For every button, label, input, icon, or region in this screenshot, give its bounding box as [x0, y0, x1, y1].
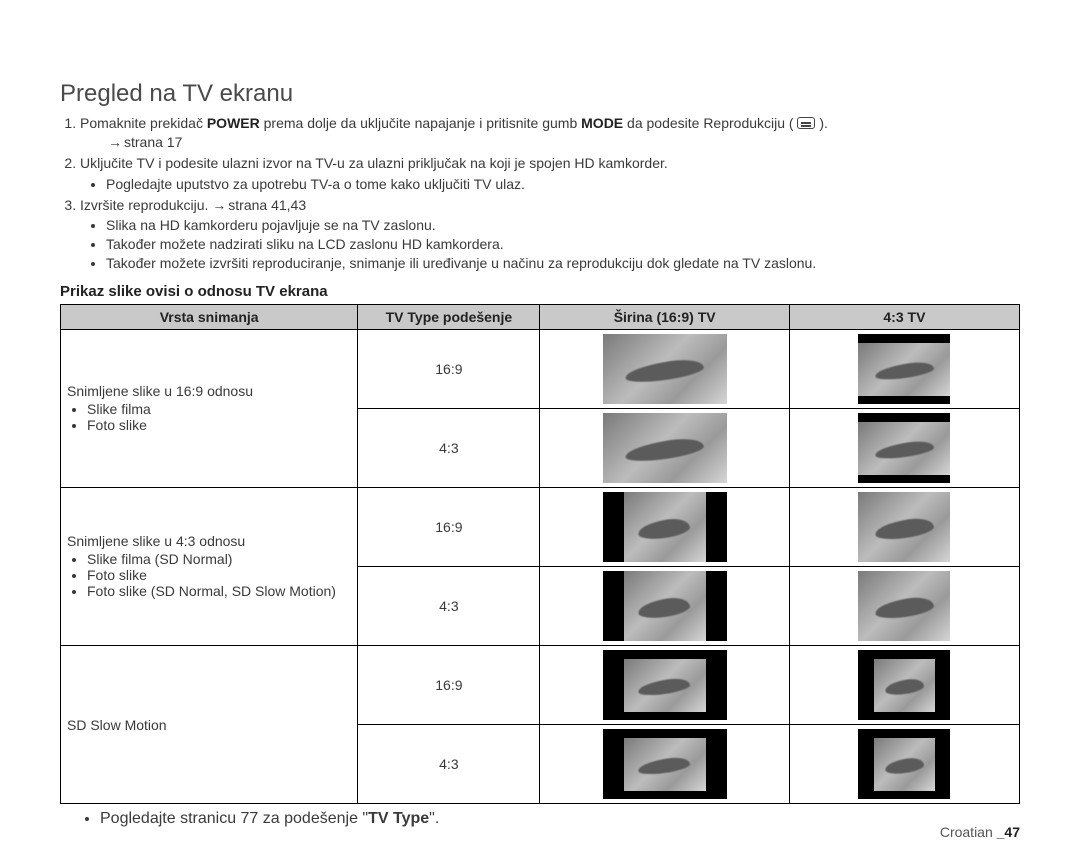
dolphin-image-icon	[858, 571, 950, 641]
thumb-frame-43	[858, 571, 950, 641]
footnote-bold: TV Type	[368, 810, 429, 827]
table-header-row: Vrsta snimanja TV Type podešenje Širina …	[61, 305, 1020, 330]
step-1: Pomaknite prekidač POWER prema dolje da …	[80, 114, 1020, 152]
dolphin-image-icon	[603, 413, 727, 483]
cell-thumb	[789, 725, 1019, 804]
thumb-frame-43	[858, 650, 950, 720]
table-row: Snimljene slike u 4:3 odnosu Slike filma…	[61, 488, 1020, 567]
cell-thumb	[540, 725, 789, 804]
page-footer: Croatian _47	[940, 824, 1020, 840]
cell-a-b2: Foto slike	[87, 417, 351, 433]
step-3-sub-2: Također možete nadzirati sliku na LCD za…	[106, 235, 1020, 254]
cell-thumb	[789, 646, 1019, 725]
page-title: Pregled na TV ekranu	[60, 80, 1020, 108]
table-caption: Prikaz slike ovisi o odnosu TV ekrana	[60, 283, 1020, 300]
cell-tvtype: 16:9	[358, 646, 540, 725]
cell-b-b1: Slike filma (SD Normal)	[87, 551, 351, 567]
cell-tvtype: 4:3	[358, 567, 540, 646]
step-3-pageref: strana 41,43	[228, 197, 306, 213]
dolphin-image-icon	[874, 659, 935, 712]
playback-mode-icon	[797, 117, 815, 129]
dolphin-image-icon	[624, 571, 706, 641]
cell-a-b1: Slike filma	[87, 401, 351, 417]
dolphin-image-icon	[858, 343, 950, 396]
table-row: SD Slow Motion 16:9	[61, 646, 1020, 725]
footer-page-number: _47	[997, 824, 1020, 840]
step-1-pageref-line: strana 17	[80, 133, 1020, 152]
label-power: POWER	[207, 115, 260, 131]
step-2: Uključite TV i podesite ulazni izvor na …	[80, 154, 1020, 194]
cell-recording-sdslow: SD Slow Motion	[61, 646, 358, 804]
cell-thumb	[789, 330, 1019, 409]
arrow-icon	[108, 134, 124, 150]
step-1-text-c: da podesite Reprodukciju (	[623, 115, 797, 131]
step-3-sub-1: Slika na HD kamkorderu pojavljuje se na …	[106, 216, 1020, 235]
footer-language: Croatian	[940, 824, 997, 840]
cell-tvtype: 4:3	[358, 409, 540, 488]
thumb-frame-wide	[603, 729, 727, 799]
cell-list-a: Slike filma Foto slike	[67, 401, 351, 433]
aspect-ratio-table: Vrsta snimanja TV Type podešenje Širina …	[60, 304, 1020, 804]
thumb-frame-wide	[603, 492, 727, 562]
cell-tvtype: 16:9	[358, 488, 540, 567]
dolphin-image-icon	[603, 334, 727, 404]
cell-b-b2: Foto slike	[87, 567, 351, 583]
step-1-text-a: Pomaknite prekidač	[80, 115, 207, 131]
th-recording-type: Vrsta snimanja	[61, 305, 358, 330]
cell-recording-169: Snimljene slike u 16:9 odnosu Slike film…	[61, 330, 358, 488]
thumb-frame-wide	[603, 334, 727, 404]
cell-thumb	[540, 409, 789, 488]
cell-tvtype: 4:3	[358, 725, 540, 804]
footnote-a: Pogledajte stranicu 77 za podešenje "	[100, 810, 368, 827]
cell-lead-a: Snimljene slike u 16:9 odnosu	[67, 383, 253, 399]
step-2-text: Uključite TV i podesite ulazni izvor na …	[80, 155, 668, 171]
thumb-frame-43	[858, 492, 950, 562]
cell-thumb	[789, 409, 1019, 488]
step-3-text: Izvršite reprodukciju.	[80, 197, 212, 213]
cell-list-b: Slike filma (SD Normal) Foto slike Foto …	[67, 551, 351, 599]
step-1-pageref: strana 17	[124, 134, 182, 150]
th-43-tv: 4:3 TV	[789, 305, 1019, 330]
cell-recording-43: Snimljene slike u 4:3 odnosu Slike filma…	[61, 488, 358, 646]
step-3-sublist: Slika na HD kamkorderu pojavljuje se na …	[80, 216, 1020, 273]
dolphin-image-icon	[874, 738, 935, 791]
cell-thumb	[789, 488, 1019, 567]
dolphin-image-icon	[858, 422, 950, 475]
step-1-text-d: ).	[815, 115, 827, 131]
cell-thumb	[540, 567, 789, 646]
table-row: Snimljene slike u 16:9 odnosu Slike film…	[61, 330, 1020, 409]
cell-tvtype: 16:9	[358, 330, 540, 409]
cell-thumb	[540, 330, 789, 409]
arrow-icon	[212, 197, 228, 213]
manual-page: Pregled na TV ekranu Pomaknite prekidač …	[0, 0, 1080, 868]
dolphin-image-icon	[624, 738, 706, 791]
step-3: Izvršite reprodukciju. strana 41,43 Slik…	[80, 196, 1020, 274]
instruction-steps: Pomaknite prekidač POWER prema dolje da …	[60, 114, 1020, 273]
cell-b-b3: Foto slike (SD Normal, SD Slow Motion)	[87, 583, 351, 599]
thumb-frame-43	[858, 334, 950, 404]
thumb-frame-wide	[603, 650, 727, 720]
cell-thumb	[540, 488, 789, 567]
th-wide-tv: Širina (16:9) TV	[540, 305, 789, 330]
step-2-sublist: Pogledajte uputstvo za upotrebu TV-a o t…	[80, 175, 1020, 194]
dolphin-image-icon	[624, 659, 706, 712]
footnote: Pogledajte stranicu 77 za podešenje "TV …	[100, 810, 1020, 828]
cell-thumb	[540, 646, 789, 725]
thumb-frame-43	[858, 729, 950, 799]
dolphin-image-icon	[858, 492, 950, 562]
cell-lead-c: SD Slow Motion	[67, 717, 167, 733]
cell-lead-b: Snimljene slike u 4:3 odnosu	[67, 533, 245, 549]
footnote-list: Pogledajte stranicu 77 za podešenje "TV …	[60, 810, 1020, 828]
th-tvtype-setting: TV Type podešenje	[358, 305, 540, 330]
label-mode: MODE	[581, 115, 623, 131]
thumb-frame-wide	[603, 571, 727, 641]
dolphin-image-icon	[624, 492, 706, 562]
step-2-sub-1: Pogledajte uputstvo za upotrebu TV-a o t…	[106, 175, 1020, 194]
step-3-sub-3: Također možete izvršiti reproduciranje, …	[106, 254, 1020, 273]
step-1-text-b: prema dolje da uključite napajanje i pri…	[260, 115, 581, 131]
thumb-frame-wide	[603, 413, 727, 483]
cell-thumb	[789, 567, 1019, 646]
footnote-c: ".	[429, 810, 439, 827]
thumb-frame-43	[858, 413, 950, 483]
